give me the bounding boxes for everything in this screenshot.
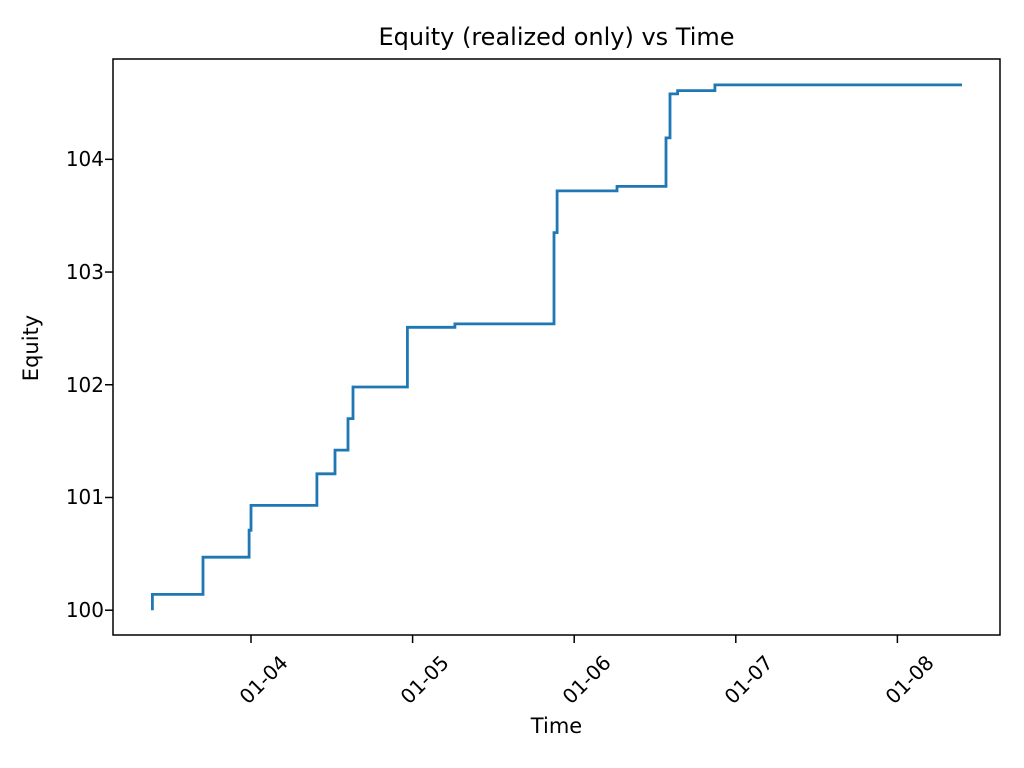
x-axis-label: Time bbox=[530, 714, 583, 738]
equity-step-line bbox=[150, 83, 962, 611]
y-tick-label: 104 bbox=[65, 147, 104, 172]
y-tick-label: 100 bbox=[65, 598, 104, 623]
axes-spines bbox=[112, 58, 1001, 636]
y-tick-label: 103 bbox=[65, 260, 104, 285]
chart-title: Equity (realized only) vs Time bbox=[378, 23, 735, 51]
y-tick-label: 101 bbox=[65, 485, 104, 510]
axis-tick-marks bbox=[105, 158, 899, 643]
y-tick-label: 102 bbox=[65, 372, 104, 397]
